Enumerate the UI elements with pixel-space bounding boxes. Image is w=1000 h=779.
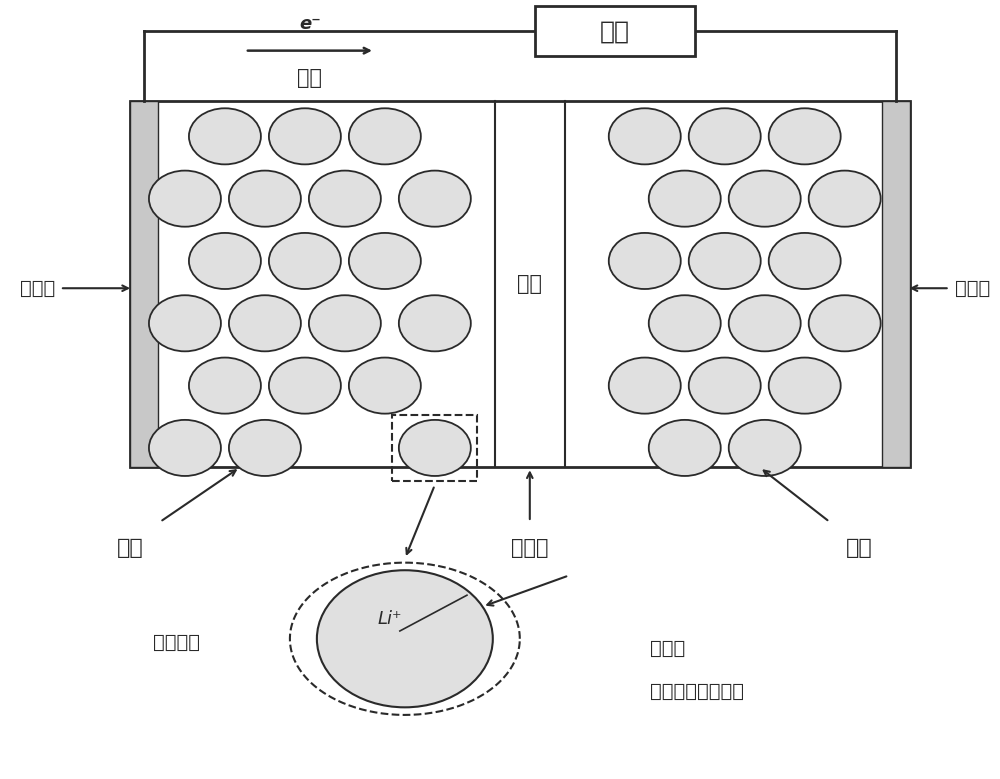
Bar bbox=[392, 414, 477, 481]
Ellipse shape bbox=[399, 171, 471, 227]
Ellipse shape bbox=[317, 570, 493, 707]
Ellipse shape bbox=[729, 295, 801, 351]
Bar bbox=[130, 101, 158, 467]
Ellipse shape bbox=[149, 420, 221, 476]
Ellipse shape bbox=[649, 420, 721, 476]
Ellipse shape bbox=[349, 358, 421, 414]
Ellipse shape bbox=[229, 295, 301, 351]
Text: 双电层: 双电层 bbox=[650, 640, 685, 658]
Ellipse shape bbox=[229, 420, 301, 476]
Ellipse shape bbox=[229, 171, 301, 227]
Ellipse shape bbox=[149, 295, 221, 351]
Bar bbox=[535, 6, 695, 57]
Ellipse shape bbox=[809, 295, 881, 351]
Ellipse shape bbox=[649, 171, 721, 227]
Ellipse shape bbox=[689, 358, 761, 414]
Ellipse shape bbox=[349, 108, 421, 164]
Ellipse shape bbox=[809, 171, 881, 227]
Ellipse shape bbox=[689, 108, 761, 164]
Ellipse shape bbox=[309, 171, 381, 227]
Text: 发生电荷转移反应: 发生电荷转移反应 bbox=[650, 682, 744, 700]
Ellipse shape bbox=[189, 233, 261, 289]
Text: 集流体: 集流体 bbox=[955, 279, 990, 298]
Ellipse shape bbox=[609, 233, 681, 289]
Ellipse shape bbox=[729, 420, 801, 476]
Ellipse shape bbox=[769, 108, 841, 164]
Text: e⁻: e⁻ bbox=[299, 16, 321, 33]
Text: 集流体: 集流体 bbox=[20, 279, 55, 298]
Ellipse shape bbox=[609, 108, 681, 164]
Ellipse shape bbox=[769, 358, 841, 414]
Ellipse shape bbox=[729, 171, 801, 227]
Bar bbox=[130, 101, 910, 467]
Ellipse shape bbox=[649, 295, 721, 351]
Text: 放电: 放电 bbox=[297, 68, 322, 88]
Ellipse shape bbox=[349, 233, 421, 289]
Text: 隔膜: 隔膜 bbox=[517, 274, 542, 294]
Ellipse shape bbox=[149, 171, 221, 227]
Ellipse shape bbox=[269, 108, 341, 164]
Ellipse shape bbox=[189, 108, 261, 164]
Ellipse shape bbox=[269, 358, 341, 414]
Ellipse shape bbox=[399, 295, 471, 351]
Ellipse shape bbox=[399, 420, 471, 476]
Text: 负载: 负载 bbox=[600, 19, 630, 43]
Ellipse shape bbox=[309, 295, 381, 351]
Text: Li⁺: Li⁺ bbox=[378, 610, 402, 629]
Text: 正极: 正极 bbox=[846, 538, 873, 558]
Bar bbox=[882, 101, 910, 467]
Text: 活性额粒: 活性额粒 bbox=[153, 633, 200, 652]
Ellipse shape bbox=[689, 233, 761, 289]
Text: 负极: 负极 bbox=[117, 538, 143, 558]
Ellipse shape bbox=[269, 233, 341, 289]
Ellipse shape bbox=[609, 358, 681, 414]
Text: 电解液: 电解液 bbox=[511, 538, 549, 558]
Ellipse shape bbox=[769, 233, 841, 289]
Ellipse shape bbox=[189, 358, 261, 414]
